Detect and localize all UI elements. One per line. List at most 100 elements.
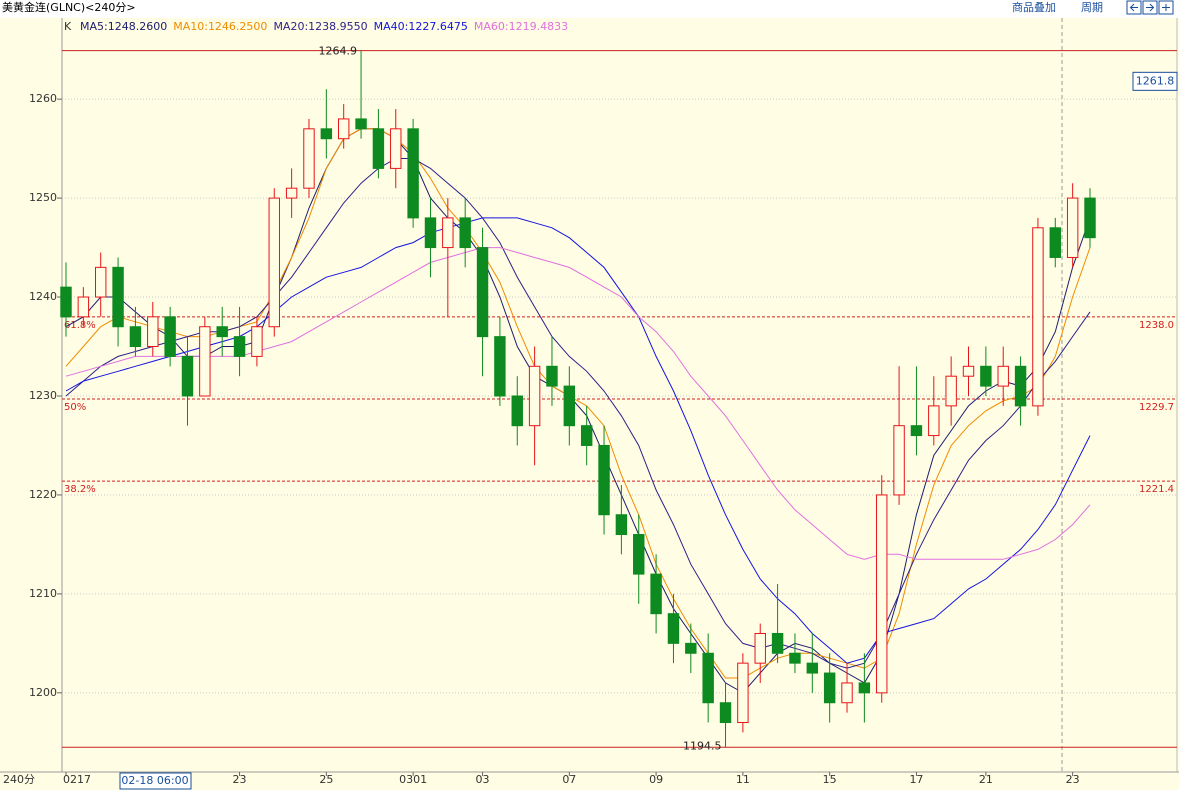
candle-body xyxy=(1014,365,1027,407)
candle-body xyxy=(633,534,645,575)
x-tick-label: 11 xyxy=(736,773,750,786)
icon-glyph xyxy=(1162,4,1170,11)
candle-body xyxy=(129,326,142,348)
candle-body xyxy=(407,128,419,219)
y-tick-label: 1200 xyxy=(29,686,57,699)
x-tick-label: 07 xyxy=(562,773,576,786)
candle-body xyxy=(494,336,506,397)
y-tick-label: 1240 xyxy=(29,290,57,303)
candle-body xyxy=(442,217,454,249)
candle-body xyxy=(702,652,714,704)
candle-body xyxy=(181,355,194,397)
candle-body xyxy=(511,395,523,427)
candle-body xyxy=(650,573,662,615)
x-tick-label: 23 xyxy=(233,773,247,786)
x-tick-label: 09 xyxy=(649,773,663,786)
fib-label: 61.8% xyxy=(64,320,96,331)
candle-body xyxy=(251,326,263,357)
candle-body xyxy=(199,326,211,397)
chart-title: 美黄金连(GLNC)<240分> xyxy=(2,0,136,14)
candle-body xyxy=(910,425,923,437)
candle-body xyxy=(667,613,680,644)
y-tick-label: 1260 xyxy=(29,92,57,105)
nav-icons[interactable] xyxy=(1126,0,1174,15)
x-tick-label: 25 xyxy=(319,773,333,786)
candle-body xyxy=(563,385,576,427)
candle-body xyxy=(528,365,541,427)
candle-body xyxy=(268,197,280,328)
y-tick-label: 1250 xyxy=(29,191,57,204)
candle-body xyxy=(1066,197,1079,258)
candle-body xyxy=(1084,197,1096,239)
candle-body xyxy=(355,118,367,130)
cursor-time: 02-18 06:00 xyxy=(121,774,188,787)
ma-line xyxy=(65,158,1091,669)
period-label: 240分 xyxy=(3,773,35,786)
y-tick-label: 1210 xyxy=(29,587,57,600)
candle-body xyxy=(285,187,298,199)
candle-body xyxy=(754,632,766,664)
x-tick-label: 0301 xyxy=(399,773,427,786)
extreme-label: 1264.9 xyxy=(319,45,358,58)
toolbar-button[interactable]: 周期 xyxy=(1081,1,1103,14)
x-tick-label: 03 xyxy=(476,773,490,786)
candle-body xyxy=(876,494,888,694)
candle-body xyxy=(1049,227,1061,258)
legend-entry: MA40:1227.6475 xyxy=(374,20,468,33)
candle-body xyxy=(580,425,593,446)
extreme-label: 1194.5 xyxy=(683,739,722,752)
x-tick-label: 15 xyxy=(823,773,837,786)
candle-body xyxy=(858,682,871,694)
x-tick-label: 21 xyxy=(979,773,993,786)
symbol-label: K xyxy=(64,20,72,33)
candle-body xyxy=(320,128,333,140)
candle-body xyxy=(390,128,402,169)
candle-body xyxy=(372,128,385,169)
candle-body xyxy=(476,247,489,338)
candle-body xyxy=(459,217,471,249)
candle-body xyxy=(60,286,72,318)
candle-body xyxy=(233,336,246,357)
legend-entry: MA20:1238.9550 xyxy=(273,20,367,33)
candle-body xyxy=(789,652,801,664)
candle-body xyxy=(823,672,836,704)
fib-value: 1229.7 xyxy=(1139,402,1174,413)
candle-body xyxy=(719,702,732,724)
candle-body xyxy=(945,375,957,407)
candle-body xyxy=(424,217,437,249)
icon-glyph xyxy=(1146,3,1155,12)
fib-value: 1238.0 xyxy=(1139,320,1174,331)
x-tick-label: 23 xyxy=(1066,773,1080,786)
candle-body xyxy=(216,326,228,338)
top-bar xyxy=(0,0,1179,18)
candle-body xyxy=(928,405,940,437)
x-tick-label: 17 xyxy=(909,773,923,786)
candle-body xyxy=(737,662,749,724)
candle-body xyxy=(997,365,1009,387)
fib-label: 38.2% xyxy=(64,484,96,495)
candle-body xyxy=(112,266,124,328)
fib-label: 50% xyxy=(64,402,86,413)
candle-body xyxy=(962,365,975,377)
candle-body xyxy=(303,128,315,189)
candle-body xyxy=(841,682,853,704)
candle-body xyxy=(77,296,90,318)
legend-entry: MA60:1219.4833 xyxy=(474,20,568,33)
candle-body xyxy=(164,316,176,357)
candle-body xyxy=(1032,227,1044,407)
candle-body xyxy=(806,662,819,674)
toolbar-button[interactable]: 商品叠加 xyxy=(1012,0,1056,14)
cursor-price: 1261.8 xyxy=(1136,74,1175,87)
legend-entry: MA10:1246.2500 xyxy=(173,20,267,33)
candle-body xyxy=(337,118,350,140)
legend-entry: MA5:1248.2600 xyxy=(80,20,167,33)
icon-glyph xyxy=(1129,3,1138,12)
candle-body xyxy=(598,444,610,516)
candle-body xyxy=(147,316,159,348)
cursor-price-box xyxy=(1132,71,1178,91)
y-tick-label: 1220 xyxy=(29,488,57,501)
candle-body xyxy=(546,365,558,387)
candle-body xyxy=(95,266,107,298)
